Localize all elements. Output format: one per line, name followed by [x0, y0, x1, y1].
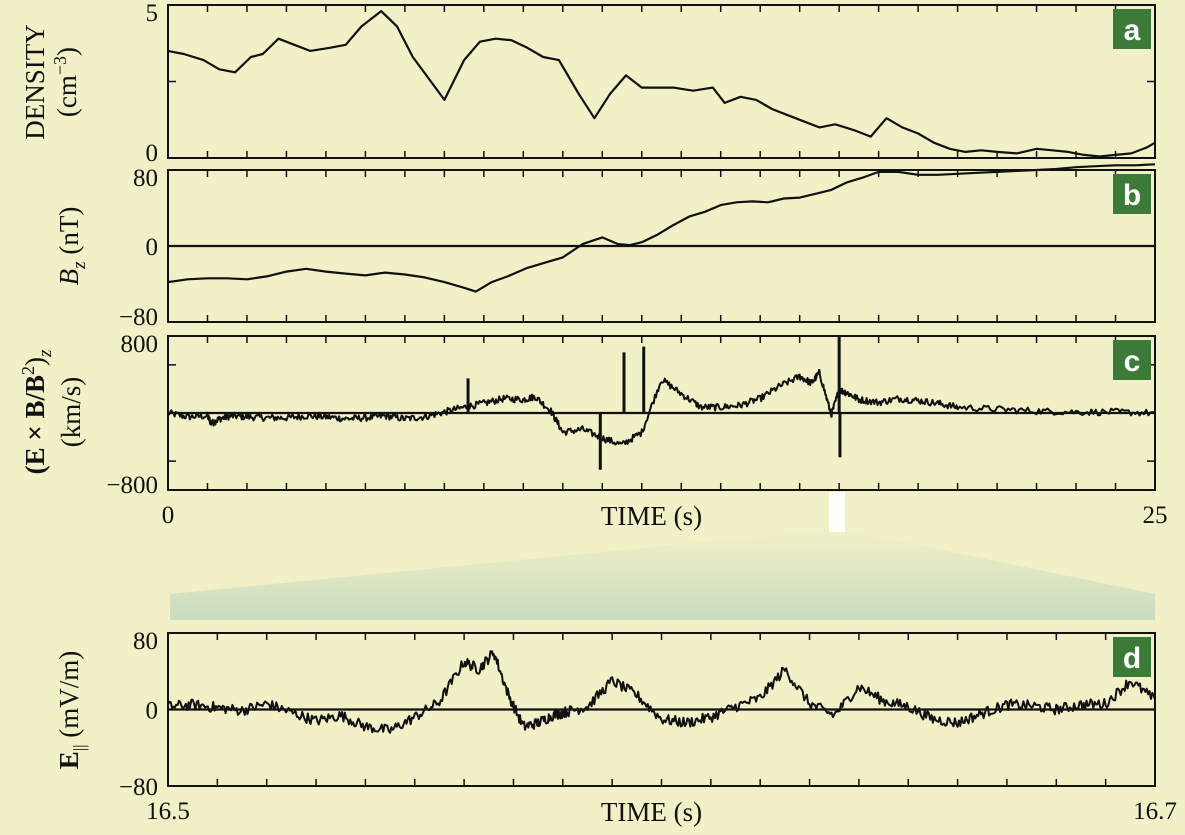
x-tick-label: 25 [1143, 502, 1168, 529]
panel-badge-d [1113, 637, 1151, 677]
y-title-d: E|| (mV/m) [54, 651, 89, 770]
panel-badge-label: c [1124, 345, 1141, 378]
y-tick-label: −80 [119, 774, 158, 801]
y-axis-title-b: Bz (nT) [54, 207, 90, 286]
x-tick-label: 16.7 [1133, 798, 1177, 825]
y-title-a-line2: (cm−3) [50, 47, 82, 117]
y-title-b: Bz (nT) [54, 207, 90, 286]
x-axis-title: TIME (s) [601, 797, 702, 827]
panel-badge-b [1113, 174, 1151, 214]
panel-d: −80 0 80 d 16.5 16.7 TIME (s) [119, 628, 1177, 827]
y-tick-label: 80 [133, 165, 158, 192]
panel-badge-label: b [1123, 179, 1141, 212]
y-tick-label: 0 [146, 698, 159, 725]
panel-a: 0 5 a [146, 0, 1156, 167]
y-tick-label: 0 [146, 140, 159, 167]
y-tick-label: 80 [133, 628, 158, 655]
panel-badge-label: d [1123, 642, 1141, 675]
panel-c: −800 800 c 0 25 TIME (s) [106, 331, 1167, 531]
series-line-d [167, 650, 1156, 734]
y-axis-title-a: DENSITY (cm−3) [20, 24, 82, 140]
y-tick-label: −80 [119, 304, 158, 331]
panel-badge-label: a [1124, 14, 1141, 47]
y-tick-label: 800 [121, 331, 159, 358]
series-line-c [167, 369, 1156, 446]
panel-b: −80 0 80 b [119, 163, 1156, 331]
panel-badge-c [1113, 340, 1151, 380]
y-title-a-line1: DENSITY [20, 24, 50, 140]
x-tick-label: 0 [162, 502, 175, 529]
zoom-marker [829, 492, 845, 532]
y-tick-label: 5 [146, 0, 159, 27]
y-tick-label: 0 [146, 234, 159, 261]
series-line-b [167, 163, 1156, 293]
y-tick-label: −800 [106, 472, 158, 499]
series-line-a [167, 10, 1156, 158]
y-title-c-line1: (E × B/B2)z [18, 349, 56, 474]
zoom-band [170, 530, 1155, 620]
y-axis-title-c: (E × B/B2)z(km/s) [18, 349, 86, 474]
plot-frame-a [167, 4, 1156, 159]
x-axis-title: TIME (s) [601, 501, 702, 531]
panel-badge-a [1113, 9, 1151, 49]
y-axis-title-d: E|| (mV/m) [54, 651, 89, 770]
x-tick-label: 16.5 [146, 798, 190, 825]
y-title-c-line2: (km/s) [56, 377, 86, 448]
